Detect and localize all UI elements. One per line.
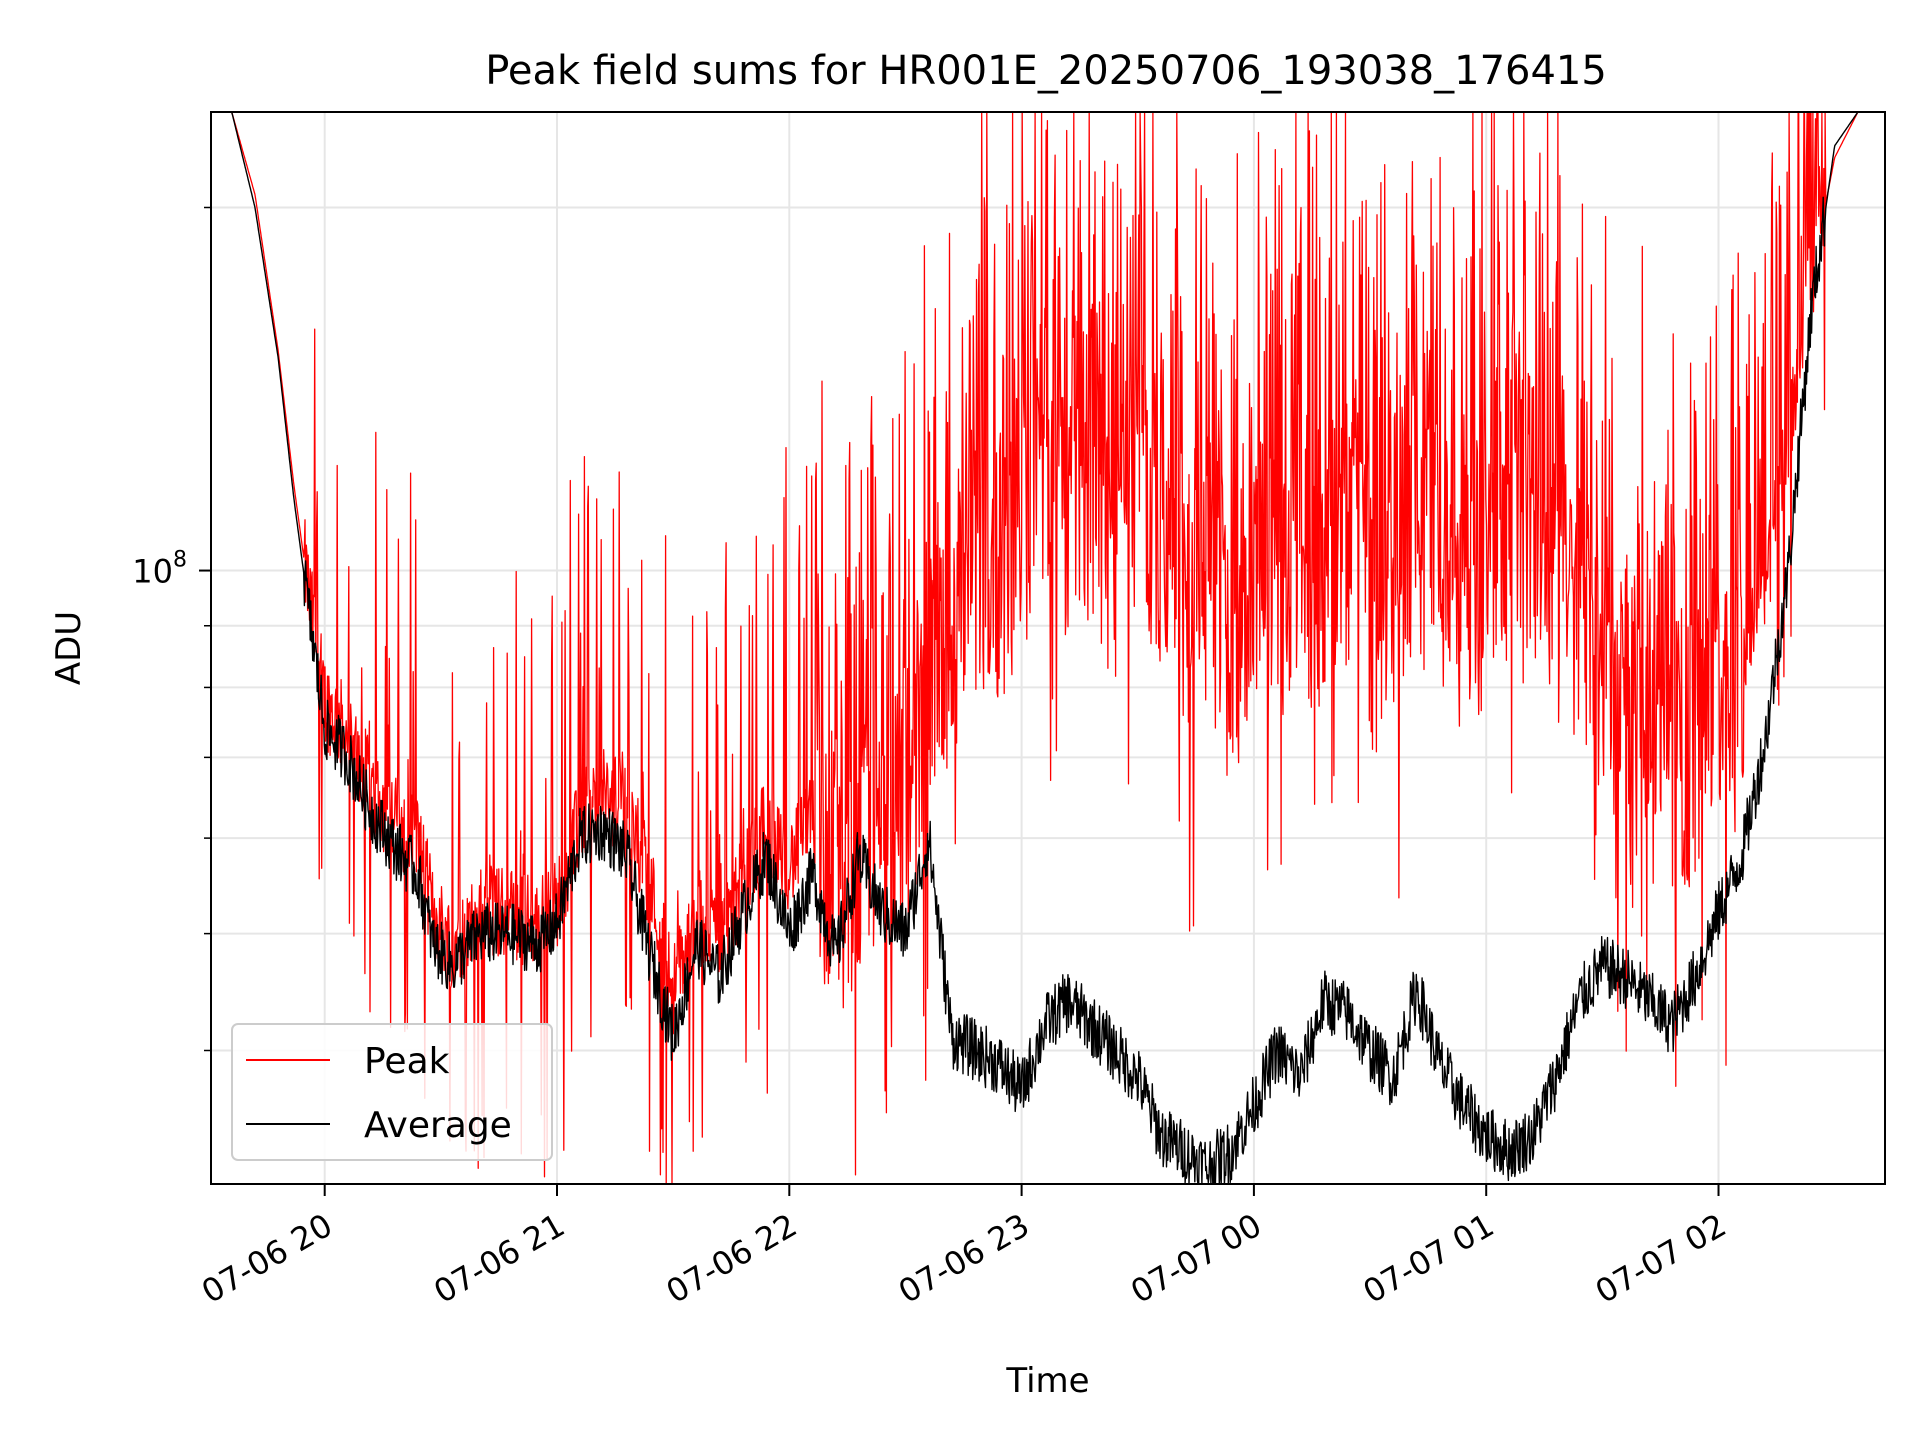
plot-frame [210,111,1886,1185]
x-axis-label: Time [1005,1361,1089,1401]
legend-label-peak: Peak [364,1041,450,1082]
legend-label-average: Average [364,1105,512,1146]
legend-box [231,1023,553,1161]
legend: Peak Average [231,1023,553,1161]
chart-title: Peak field sums for HR001E_20250706_1930… [485,48,1607,94]
series-layer [210,111,1886,1185]
y-tick-exponent: 8 [173,548,187,573]
series-line-average [210,111,1886,1185]
y-axis-label: ADU [49,611,89,685]
series-line-peak [210,111,1886,1185]
